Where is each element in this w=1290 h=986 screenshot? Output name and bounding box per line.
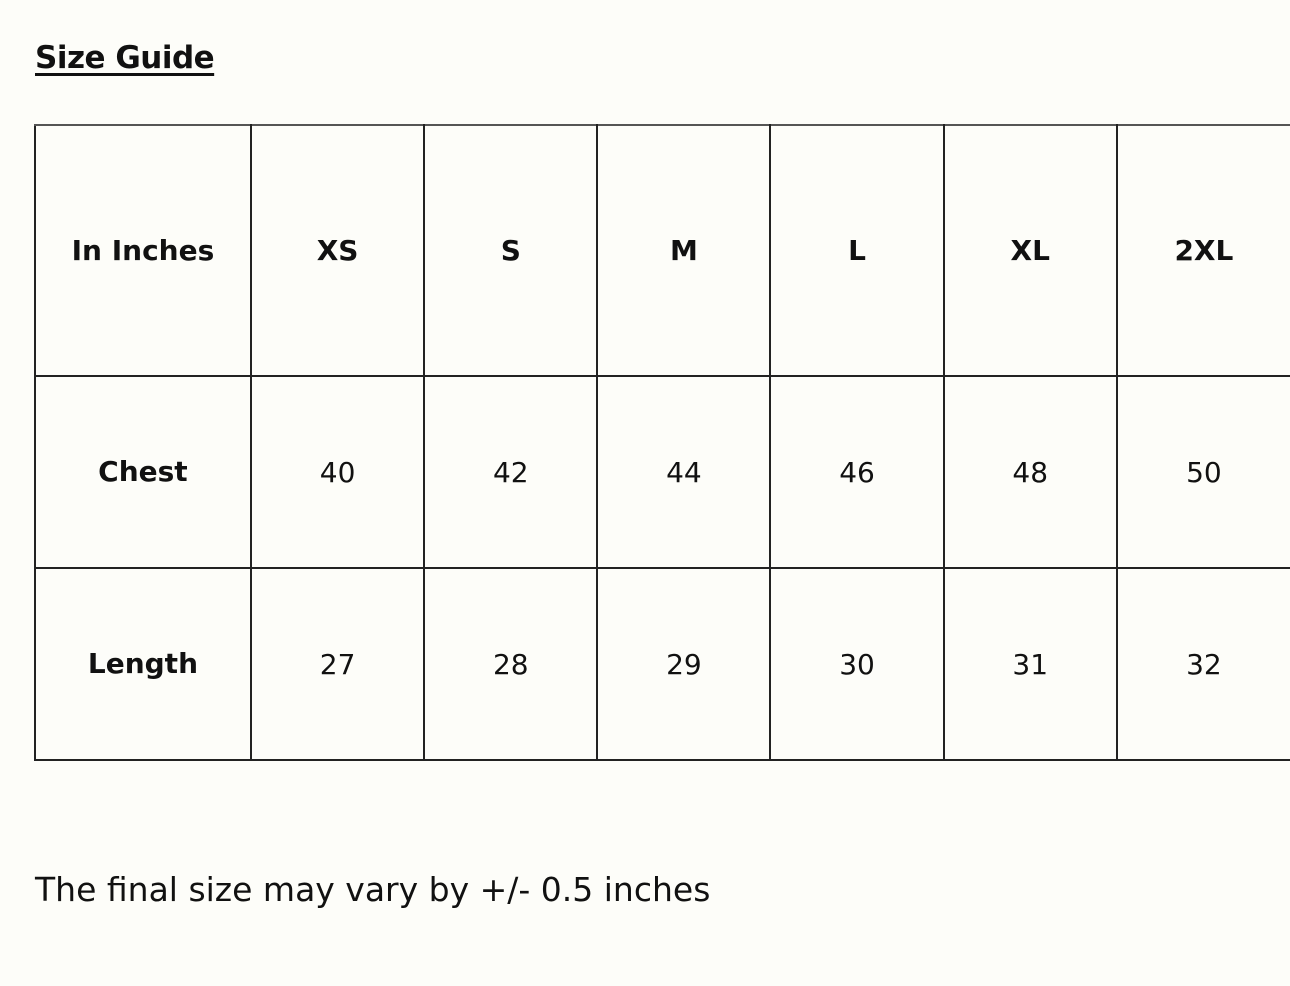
table-row: Length 27 28 29 30 31 32	[34, 567, 1290, 761]
table-cell: 48	[942, 375, 1118, 569]
size-variation-note: The final size may vary by +/- 0.5 inche…	[35, 870, 711, 909]
table-cell: 32	[1115, 567, 1290, 761]
table-row: Chest 40 42 44 46 48 50	[34, 375, 1290, 569]
size-header: S	[423, 124, 599, 377]
table-cell: 44	[596, 375, 772, 569]
size-header: M	[596, 124, 772, 377]
table-cell: 27	[249, 567, 426, 761]
size-header: XS	[249, 124, 426, 377]
size-header: XL	[942, 124, 1118, 377]
row-label: Chest	[34, 375, 252, 569]
size-guide-table: In Inches XS S M L XL 2XL Chest 40 42 44…	[34, 124, 1290, 761]
row-label: Length	[34, 567, 252, 761]
table-cell: 42	[423, 375, 599, 569]
table-cell: 28	[423, 567, 599, 761]
table-cell: 29	[596, 567, 772, 761]
corner-label: In Inches	[34, 124, 252, 377]
size-header: L	[769, 124, 945, 377]
page-title: Size Guide	[35, 40, 215, 76]
table-cell: 46	[769, 375, 945, 569]
table-cell: 40	[249, 375, 426, 569]
table-cell: 31	[942, 567, 1118, 761]
size-header: 2XL	[1115, 124, 1290, 377]
table-header-row: In Inches XS S M L XL 2XL	[34, 124, 1290, 377]
table-cell: 30	[769, 567, 945, 761]
table-cell: 50	[1115, 375, 1290, 569]
